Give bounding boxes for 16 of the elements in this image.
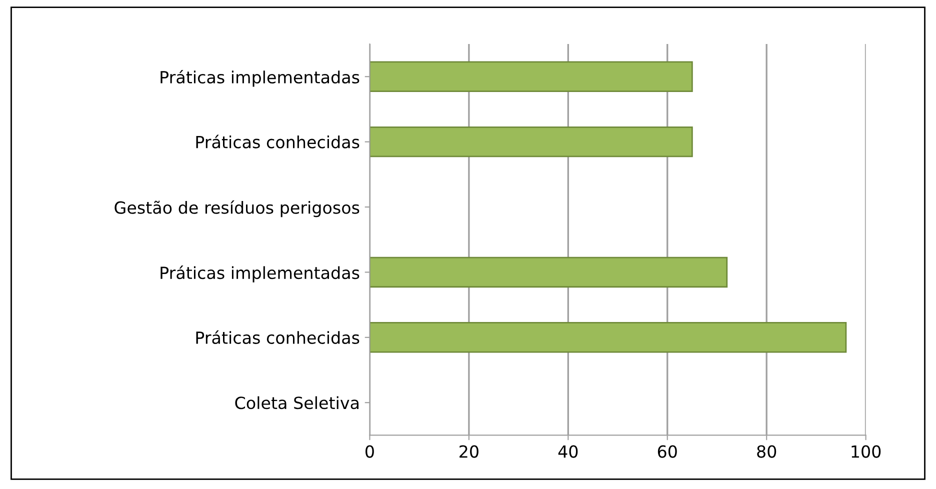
y-tick-label: Práticas implementadas <box>160 70 360 87</box>
x-tick-label: 0 <box>366 445 374 458</box>
x-tick-label: 40 <box>558 445 578 458</box>
y-tick-label: Práticas implementadas <box>160 266 360 282</box>
y-tick-label: Práticas conhecidas <box>196 134 360 148</box>
x-tick-label: 80 <box>757 445 776 458</box>
y-tick-label: Gestão de resíduos perigosos <box>114 200 360 218</box>
bar <box>370 61 693 92</box>
bar <box>370 256 728 288</box>
y-tick-label: Coleta Seletiva <box>235 396 358 410</box>
x-tick-label: 60 <box>658 445 677 458</box>
x-tick-label: 20 <box>460 445 478 458</box>
x-tick-label: 100 <box>852 445 881 458</box>
bar <box>370 322 847 353</box>
y-tick-label: Práticas conhecidas <box>196 330 360 344</box>
bar <box>370 126 693 158</box>
